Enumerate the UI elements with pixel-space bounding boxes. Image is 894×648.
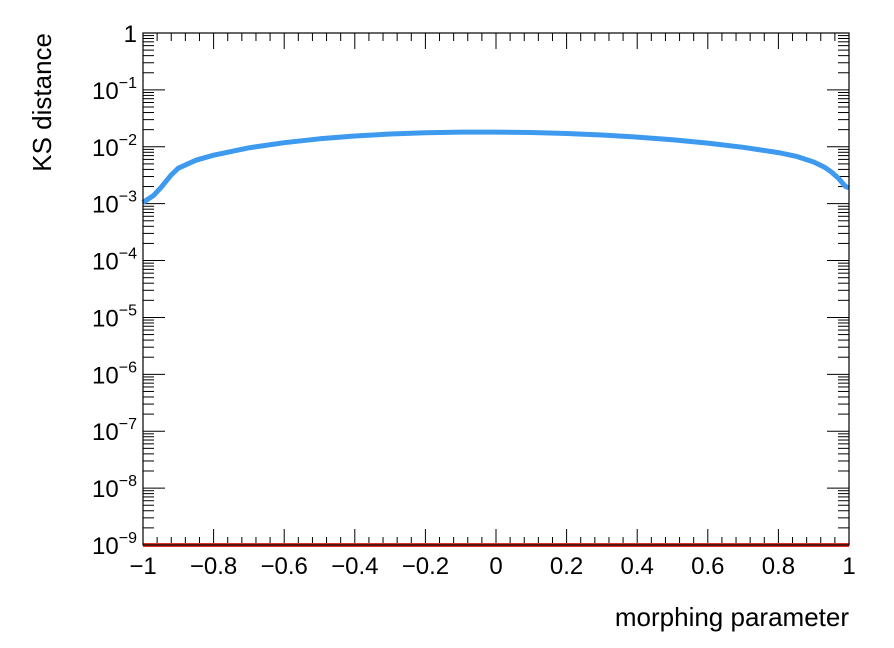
x-tick-label: −0.2 bbox=[402, 553, 449, 580]
x-tick-label: 0.2 bbox=[550, 553, 583, 580]
y-tick-label: 10−2 bbox=[92, 132, 137, 162]
y-tick-label: 10−3 bbox=[92, 189, 137, 219]
y-tick-label: 10−9 bbox=[92, 530, 137, 560]
y-tick-label: 1 bbox=[124, 21, 137, 48]
x-tick-label: −0.6 bbox=[261, 553, 308, 580]
plot-frame bbox=[142, 32, 850, 546]
x-tick-label: 1 bbox=[842, 553, 855, 580]
x-tick-label: 0 bbox=[489, 553, 502, 580]
y-tick-label: 10−5 bbox=[92, 302, 137, 332]
y-tick-label: 10−4 bbox=[92, 246, 137, 276]
x-tick-label: −1 bbox=[129, 553, 156, 580]
series-line-1 bbox=[141, 129, 850, 205]
x-tick-label: 0.4 bbox=[621, 553, 654, 580]
y-tick-label: 10−8 bbox=[92, 473, 137, 503]
x-tick-labels: −1 −0.8 −0.6 −0.4 −0.2 0 0.2 0.4 0.6 0.8 1 bbox=[129, 553, 855, 580]
axis-ticks bbox=[142, 32, 850, 546]
series-lines bbox=[141, 129, 850, 547]
x-tick-label: 0.8 bbox=[762, 553, 795, 580]
x-tick-label: −0.8 bbox=[190, 553, 237, 580]
y-axis-title: KS distance bbox=[27, 33, 57, 172]
y-tick-label: 10−7 bbox=[92, 416, 137, 446]
x-tick-label: 0.6 bbox=[691, 553, 724, 580]
y-tick-labels: 10−9 10−8 10−7 10−6 10−5 10−4 10−3 10−2 10−1 1 bbox=[92, 21, 137, 560]
x-tick-label: −0.4 bbox=[331, 553, 378, 580]
y-tick-label: 10−1 bbox=[92, 75, 137, 105]
x-axis-title: morphing parameter bbox=[615, 602, 849, 632]
y-tick-label: 10−6 bbox=[92, 359, 137, 389]
